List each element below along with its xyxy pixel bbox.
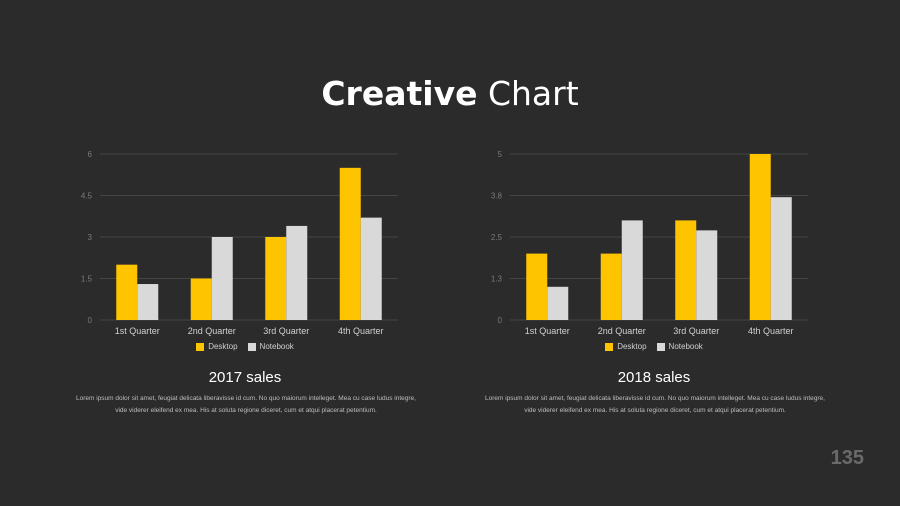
legend-item-desktop: Desktop [605,342,647,351]
y-tick-label: 3.8 [491,192,503,201]
chart-2018: 0 1.3 2.5 3.8 5 1st Quarter 2nd Quarter 3rd Qua… [491,150,808,336]
x-tick-label: 2nd Quarter [188,326,236,336]
legend-2017: Desktop Notebook [115,342,375,351]
bar-notebook [211,237,233,320]
page-title-bold: Creative [321,74,478,113]
x-tick-label: 3rd Quarter [263,326,309,336]
bar-desktop [190,278,212,320]
legend-swatch-desktop [196,342,205,351]
bar-desktop [675,220,697,320]
x-tick-label: 4th Quarter [338,326,384,336]
y-tick-label: 1.3 [491,275,503,284]
chart-2017: 0 1.5 3 4.5 6 1st Quarter 2nd Quarter 3rd Quart… [81,150,398,336]
y-tick-label: 5 [498,150,503,159]
legend-item-notebook: Notebook [247,342,294,351]
bar-notebook [770,197,792,320]
bar-desktop [265,237,287,320]
legend-swatch-notebook [247,342,256,351]
x-tick-label: 3rd Quarter [673,326,719,336]
y-tick-label: 3 [88,233,93,242]
x-tick-label: 4th Quarter [748,326,794,336]
bar-desktop [116,264,138,320]
bar-desktop [749,154,771,320]
chart-subtitle-2018: 2018 sales [617,369,691,386]
bar-notebook [547,286,569,320]
bar-desktop [600,253,622,320]
bar-notebook [286,225,308,320]
x-tick-label: 1st Quarter [115,326,160,336]
legend-label-notebook: Notebook [259,342,294,351]
bar-notebook [621,220,643,320]
page-title: Creative Chart [0,74,900,113]
chart-description-2018: Lorem ipsum dolor sit amet, feugiat deli… [485,395,825,414]
bar-desktop [526,253,548,320]
legend-label-notebook: Notebook [668,342,703,351]
legend-swatch-notebook [656,342,665,351]
bar-notebook [360,217,382,320]
legend-item-desktop: Desktop [196,342,238,351]
legend-swatch-desktop [605,342,614,351]
y-tick-label: 1.5 [81,275,93,284]
y-tick-label: 2.5 [491,233,503,242]
chart-subtitle-2017: 2017 sales [208,369,282,386]
bar-desktop [339,167,361,320]
y-tick-label: 0 [498,316,503,325]
legend-label-desktop: Desktop [617,342,647,351]
page-number: 135 [830,447,864,469]
page-title-light: Chart [487,74,579,113]
y-tick-label: 0 [88,316,93,325]
chart-description-2017: Lorem ipsum dolor sit amet, feugiat deli… [76,395,416,414]
y-tick-label: 6 [88,150,93,159]
bar-notebook [137,284,159,320]
x-tick-label: 2nd Quarter [598,326,646,336]
y-tick-label: 4.5 [81,192,93,201]
bar-notebook [696,230,718,320]
x-tick-label: 1st Quarter [525,326,570,336]
legend-label-desktop: Desktop [208,342,238,351]
legend-item-notebook: Notebook [656,342,703,351]
legend-2018: Desktop Notebook [524,342,784,351]
